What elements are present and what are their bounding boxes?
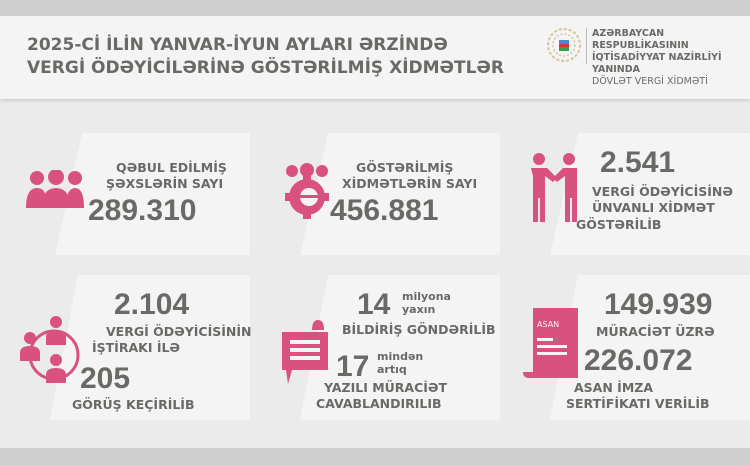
card-label: ASAN İMZA (574, 380, 653, 395)
card-label: GÖRÜŞ KEÇİRİLİB (72, 397, 195, 412)
handshake-icon (531, 153, 577, 222)
card-unit: milyona (402, 290, 451, 303)
card-value: 2.541 (600, 146, 676, 179)
card-notifications (300, 275, 500, 420)
asan-label: ASAN (537, 320, 559, 329)
meeting-circle-icon (20, 316, 80, 383)
card-targeted-service (550, 133, 750, 255)
card-label: İŞTİRAKI İLƏ (92, 340, 181, 355)
card-label: QƏBUL EDİLMİŞ (116, 160, 227, 175)
card-meetings (50, 275, 250, 420)
card-asan (550, 275, 750, 420)
card-label: GÖSTƏRİLİB (576, 217, 662, 232)
card-value: 456.881 (330, 194, 439, 227)
card-services (300, 133, 500, 255)
card-label: ÜNVANLI XİDMƏT (592, 200, 715, 215)
card-label: SERTİFİKATI VERİLİB (566, 396, 710, 411)
card-value: 2.104 (114, 288, 190, 321)
card-label: ŞƏXSLƏRİN SAYI (106, 176, 224, 191)
card-label: VERGİ ÖDƏYİCİSİNƏ (592, 184, 733, 199)
people-gear-icon (285, 163, 329, 219)
card-label: VERGİ ÖDƏYİCİSİNİN (106, 324, 252, 339)
card-received-persons (55, 133, 250, 255)
people-group-icon (26, 170, 84, 208)
card-value: 17 (336, 350, 370, 383)
page-title: 2025-Cİ İLİN YANVAR-İYUN AYLARI ƏRZİNDƏ … (27, 34, 504, 80)
card-value: 226.072 (584, 344, 693, 377)
title-line: VERGİ ÖDƏYİCİLƏRİNƏ GÖSTƏRİLMİŞ XİDMƏTLƏ… (27, 58, 504, 78)
card-label: XİDMƏTLƏRİN SAYI (342, 176, 478, 191)
card-value: 14 (357, 288, 391, 321)
card-unit: artıq (377, 363, 407, 376)
card-value: 149.939 (604, 288, 713, 321)
card-label: MÜRACİƏT ÜZRƏ (596, 324, 715, 339)
card-label: BİLDİRİŞ GÖNDƏRİLİB (342, 322, 496, 337)
card-value: 289.310 (88, 194, 197, 227)
organization-name: AZƏRBAYCAN RESPUBLİKASININ İQTİSADİYYAT … (592, 28, 750, 88)
asan-certificate-icon: ASAN (523, 308, 578, 378)
card-label: YAZILI MÜRACİƏT (324, 380, 448, 395)
notification-chat-icon (282, 320, 328, 384)
card-label: CAVABLANDIRILIB (316, 396, 442, 411)
top-band (0, 0, 750, 16)
org-line: DÖVLƏT VERGİ XİDMƏTİ (592, 76, 708, 87)
divider (586, 28, 587, 64)
card-unit: mindən (377, 350, 424, 363)
card-label: GÖSTƏRİLMİŞ (356, 160, 454, 175)
org-line: AZƏRBAYCAN RESPUBLİKASININ (592, 28, 689, 51)
emblem-logo (547, 28, 581, 62)
org-line: İQTİSADİYYAT NAZİRLİYİ YANINDA (592, 52, 722, 75)
card-unit: yaxın (402, 303, 436, 316)
title-line: 2025-Cİ İLİN YANVAR-İYUN AYLARI ƏRZİNDƏ (27, 35, 448, 55)
card-value: 205 (80, 362, 131, 395)
bottom-band (0, 448, 750, 465)
header: 2025-Cİ İLİN YANVAR-İYUN AYLARI ƏRZİNDƏ … (0, 16, 750, 99)
